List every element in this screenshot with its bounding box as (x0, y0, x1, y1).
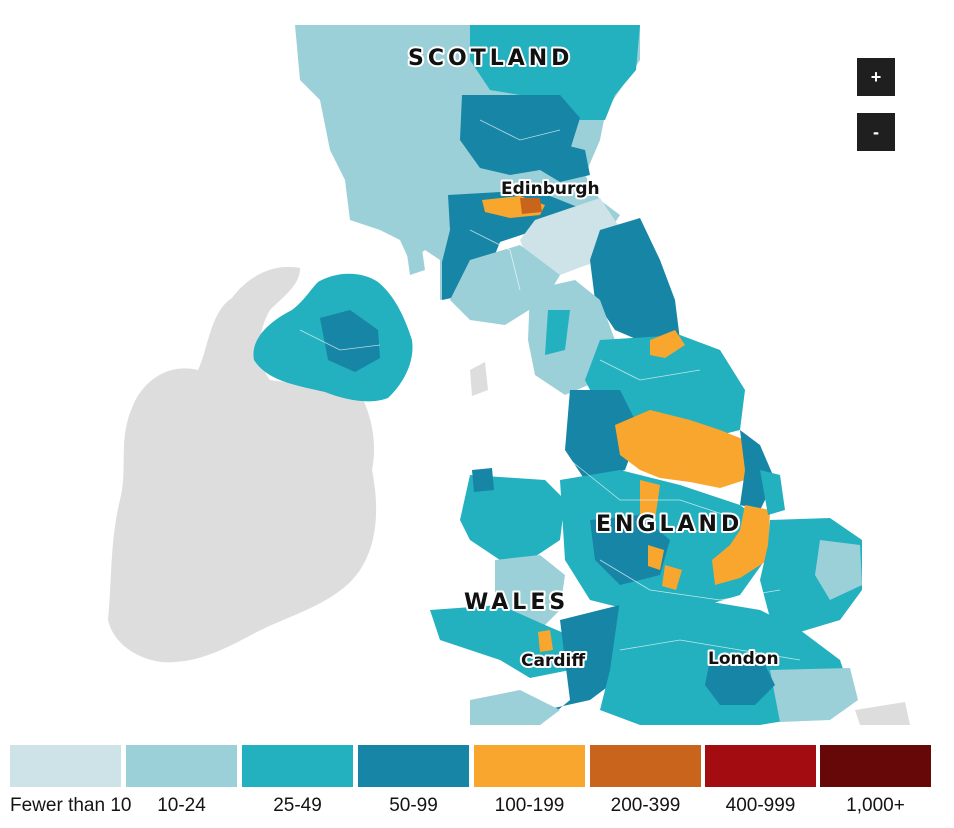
label-wales: WALES (464, 590, 569, 615)
legend-swatch (358, 745, 469, 787)
legend: Fewer than 10 10-24 25-49 50-99 100-199 … (10, 745, 932, 825)
scotland-north-east (470, 25, 640, 120)
northern-ireland-central (320, 310, 380, 372)
legend-swatch (126, 745, 237, 787)
legend-swatch (820, 745, 931, 787)
legend-swatch (474, 745, 585, 787)
scotland-fife (540, 140, 590, 182)
legend-swatch (10, 745, 121, 787)
england-midlands-dark (590, 515, 670, 585)
england-yorkshire-hotspot (650, 330, 685, 358)
label-london: London (708, 649, 779, 669)
label-scotland: SCOTLAND (408, 46, 573, 71)
england-north-east (590, 218, 680, 345)
england-south-west-light (470, 690, 560, 725)
district-boundaries (299, 119, 801, 661)
legend-label: 1,000+ (846, 795, 905, 816)
england-south-west (475, 605, 640, 725)
ireland-landmass (108, 266, 377, 663)
legend-label: Fewer than 10 (10, 795, 132, 816)
legend-swatch (705, 745, 816, 787)
legend-label: 100-199 (494, 795, 565, 816)
cardiff-hotspot (538, 630, 553, 652)
isle-of-man (470, 362, 488, 396)
england-south-east-light (770, 668, 858, 722)
zoom-in-button[interactable]: + (857, 58, 895, 96)
england-east-hotspot (712, 505, 770, 585)
edinburgh-core (520, 198, 542, 214)
legend-label: 400-999 (725, 795, 796, 816)
wales-south (430, 605, 580, 678)
scotland-islands (340, 38, 425, 275)
england-midlands-hotspots (640, 480, 682, 590)
london-area (705, 655, 775, 705)
england-wash (760, 470, 785, 515)
zoom-out-button[interactable]: - (857, 113, 895, 151)
england-north-west (565, 390, 640, 480)
wales-anglesey (472, 468, 494, 492)
legend-swatch (590, 745, 701, 787)
legend-label: 50-99 (389, 795, 438, 816)
wales-north (460, 475, 565, 560)
england-east-light (815, 540, 862, 600)
isle-of-wight (855, 702, 910, 725)
choropleth-map[interactable]: SCOTLAND Edinburgh ENGLAND WALES Cardiff… (0, 0, 954, 735)
legend-swatch (242, 745, 353, 787)
legend-label: 25-49 (273, 795, 322, 816)
label-cardiff: Cardiff (521, 651, 585, 671)
label-edinburgh: Edinburgh (501, 179, 600, 199)
legend-label: 200-399 (610, 795, 681, 816)
england-midlands-north-hotspot (615, 410, 745, 488)
legend-label: 10-24 (157, 795, 206, 816)
england-lancs (545, 310, 570, 355)
label-england: ENGLAND (596, 512, 743, 537)
